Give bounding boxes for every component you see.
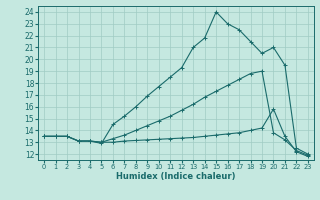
X-axis label: Humidex (Indice chaleur): Humidex (Indice chaleur) (116, 172, 236, 181)
